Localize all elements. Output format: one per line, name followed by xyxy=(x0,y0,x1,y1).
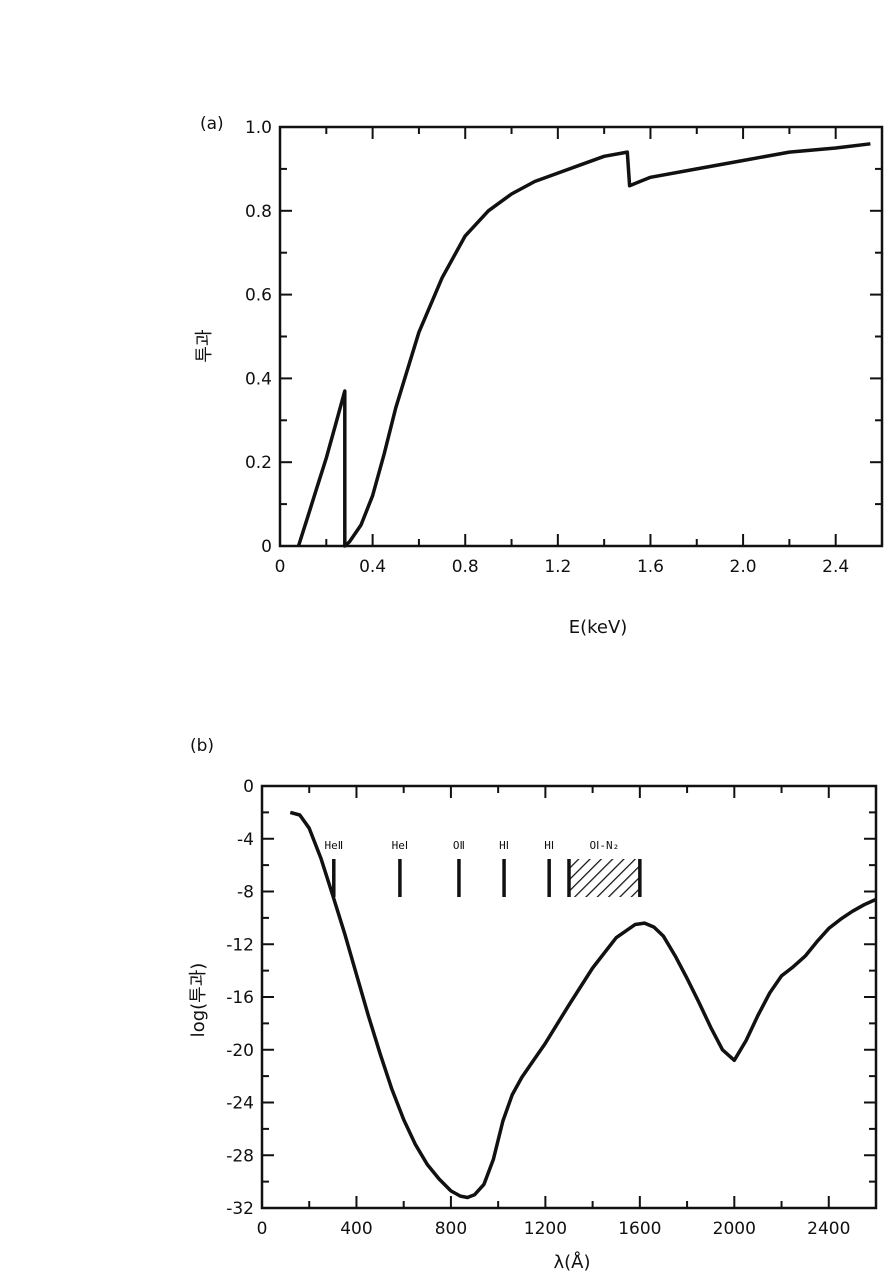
chart-panel-b: (b) 0 400 800 1200 1600 2000 2400 0 -4 -8 -12 -16 -… xyxy=(188,736,878,1272)
y-axis-title-a: 투과 xyxy=(194,329,215,362)
x-tick-label: 0 xyxy=(275,557,286,577)
y-tick-label: 1.0 xyxy=(245,118,272,138)
y-tick-label: -24 xyxy=(226,1094,254,1114)
panel-label-a: (a) xyxy=(200,114,224,134)
panel-label-b: (b) xyxy=(190,736,214,756)
spectral-line-label: HⅠ xyxy=(544,839,554,852)
spectral-line-label: HeⅠ xyxy=(392,839,409,852)
series-line-b xyxy=(289,810,877,1200)
x-tick-label: 2.0 xyxy=(730,557,757,577)
x-axis-title-b: λ(Å) xyxy=(553,1251,590,1272)
y-tick-label: 0.2 xyxy=(245,453,272,473)
y-tick-label: 0.6 xyxy=(245,286,272,306)
x-tick-labels-b: 0 400 800 1200 1600 2000 2400 xyxy=(257,1219,851,1239)
y-tick-label: 0 xyxy=(243,777,254,797)
spectral-line-label: OⅡ xyxy=(453,839,465,852)
plot-frame-b xyxy=(260,784,878,1210)
y-tick-label: -4 xyxy=(237,830,254,850)
x-axis-title-a: E(keV) xyxy=(569,617,628,638)
x-tick-label: 800 xyxy=(435,1219,467,1239)
y-tick-label: -12 xyxy=(226,935,254,955)
x-tick-label: 1.2 xyxy=(544,557,571,577)
x-tick-label: 2.4 xyxy=(822,557,849,577)
y-tick-label: -8 xyxy=(237,883,254,903)
series-line-a xyxy=(296,142,871,548)
x-tick-label: 2000 xyxy=(713,1219,756,1239)
spectral-line-label: HeⅡ xyxy=(324,839,343,852)
y-tick-label: 0.8 xyxy=(245,202,272,222)
y-axis-title-b: log(투과) xyxy=(188,963,209,1038)
x-tick-labels-a: 0 0.4 0.8 1.2 1.6 2.0 2.4 xyxy=(275,557,850,577)
y-tick-labels-a: 0 0.2 0.4 0.6 0.8 1.0 xyxy=(245,118,272,557)
x-tick-label: 1600 xyxy=(618,1219,661,1239)
y-tick-label: 0.4 xyxy=(245,369,272,389)
y-tick-label: -28 xyxy=(226,1146,254,1166)
ticks-a xyxy=(279,126,883,547)
x-tick-label: 1200 xyxy=(524,1219,567,1239)
x-tick-label: 1.6 xyxy=(637,557,664,577)
chart-panel-a: (a) 0 0.4 0.8 1.2 1.6 2.0 2.4 0 0.2 0.4 0.6 0.8 1.0… xyxy=(194,114,884,638)
hatched-band xyxy=(569,859,640,897)
x-tick-label: 0 xyxy=(257,1219,268,1239)
y-tick-label: -20 xyxy=(226,1041,254,1061)
y-tick-label: -32 xyxy=(226,1199,254,1219)
y-tick-label: -16 xyxy=(226,988,254,1008)
ticks-b xyxy=(261,785,877,1209)
y-tick-label: 0 xyxy=(261,537,272,557)
x-tick-label: 2400 xyxy=(807,1219,850,1239)
spectral-line-markers: HeⅡ HeⅠ OⅡ HⅠ HⅠ OⅠ-N₂ xyxy=(324,839,642,897)
x-tick-label: 0.4 xyxy=(359,557,386,577)
y-tick-labels-b: 0 -4 -8 -12 -16 -20 -24 -28 -32 xyxy=(226,777,254,1219)
x-tick-label: 0.8 xyxy=(452,557,479,577)
plot-frame-a xyxy=(278,125,884,548)
spectral-line-label: HⅠ xyxy=(499,839,509,852)
band-label: OⅠ-N₂ xyxy=(590,839,620,852)
x-tick-label: 400 xyxy=(340,1219,372,1239)
